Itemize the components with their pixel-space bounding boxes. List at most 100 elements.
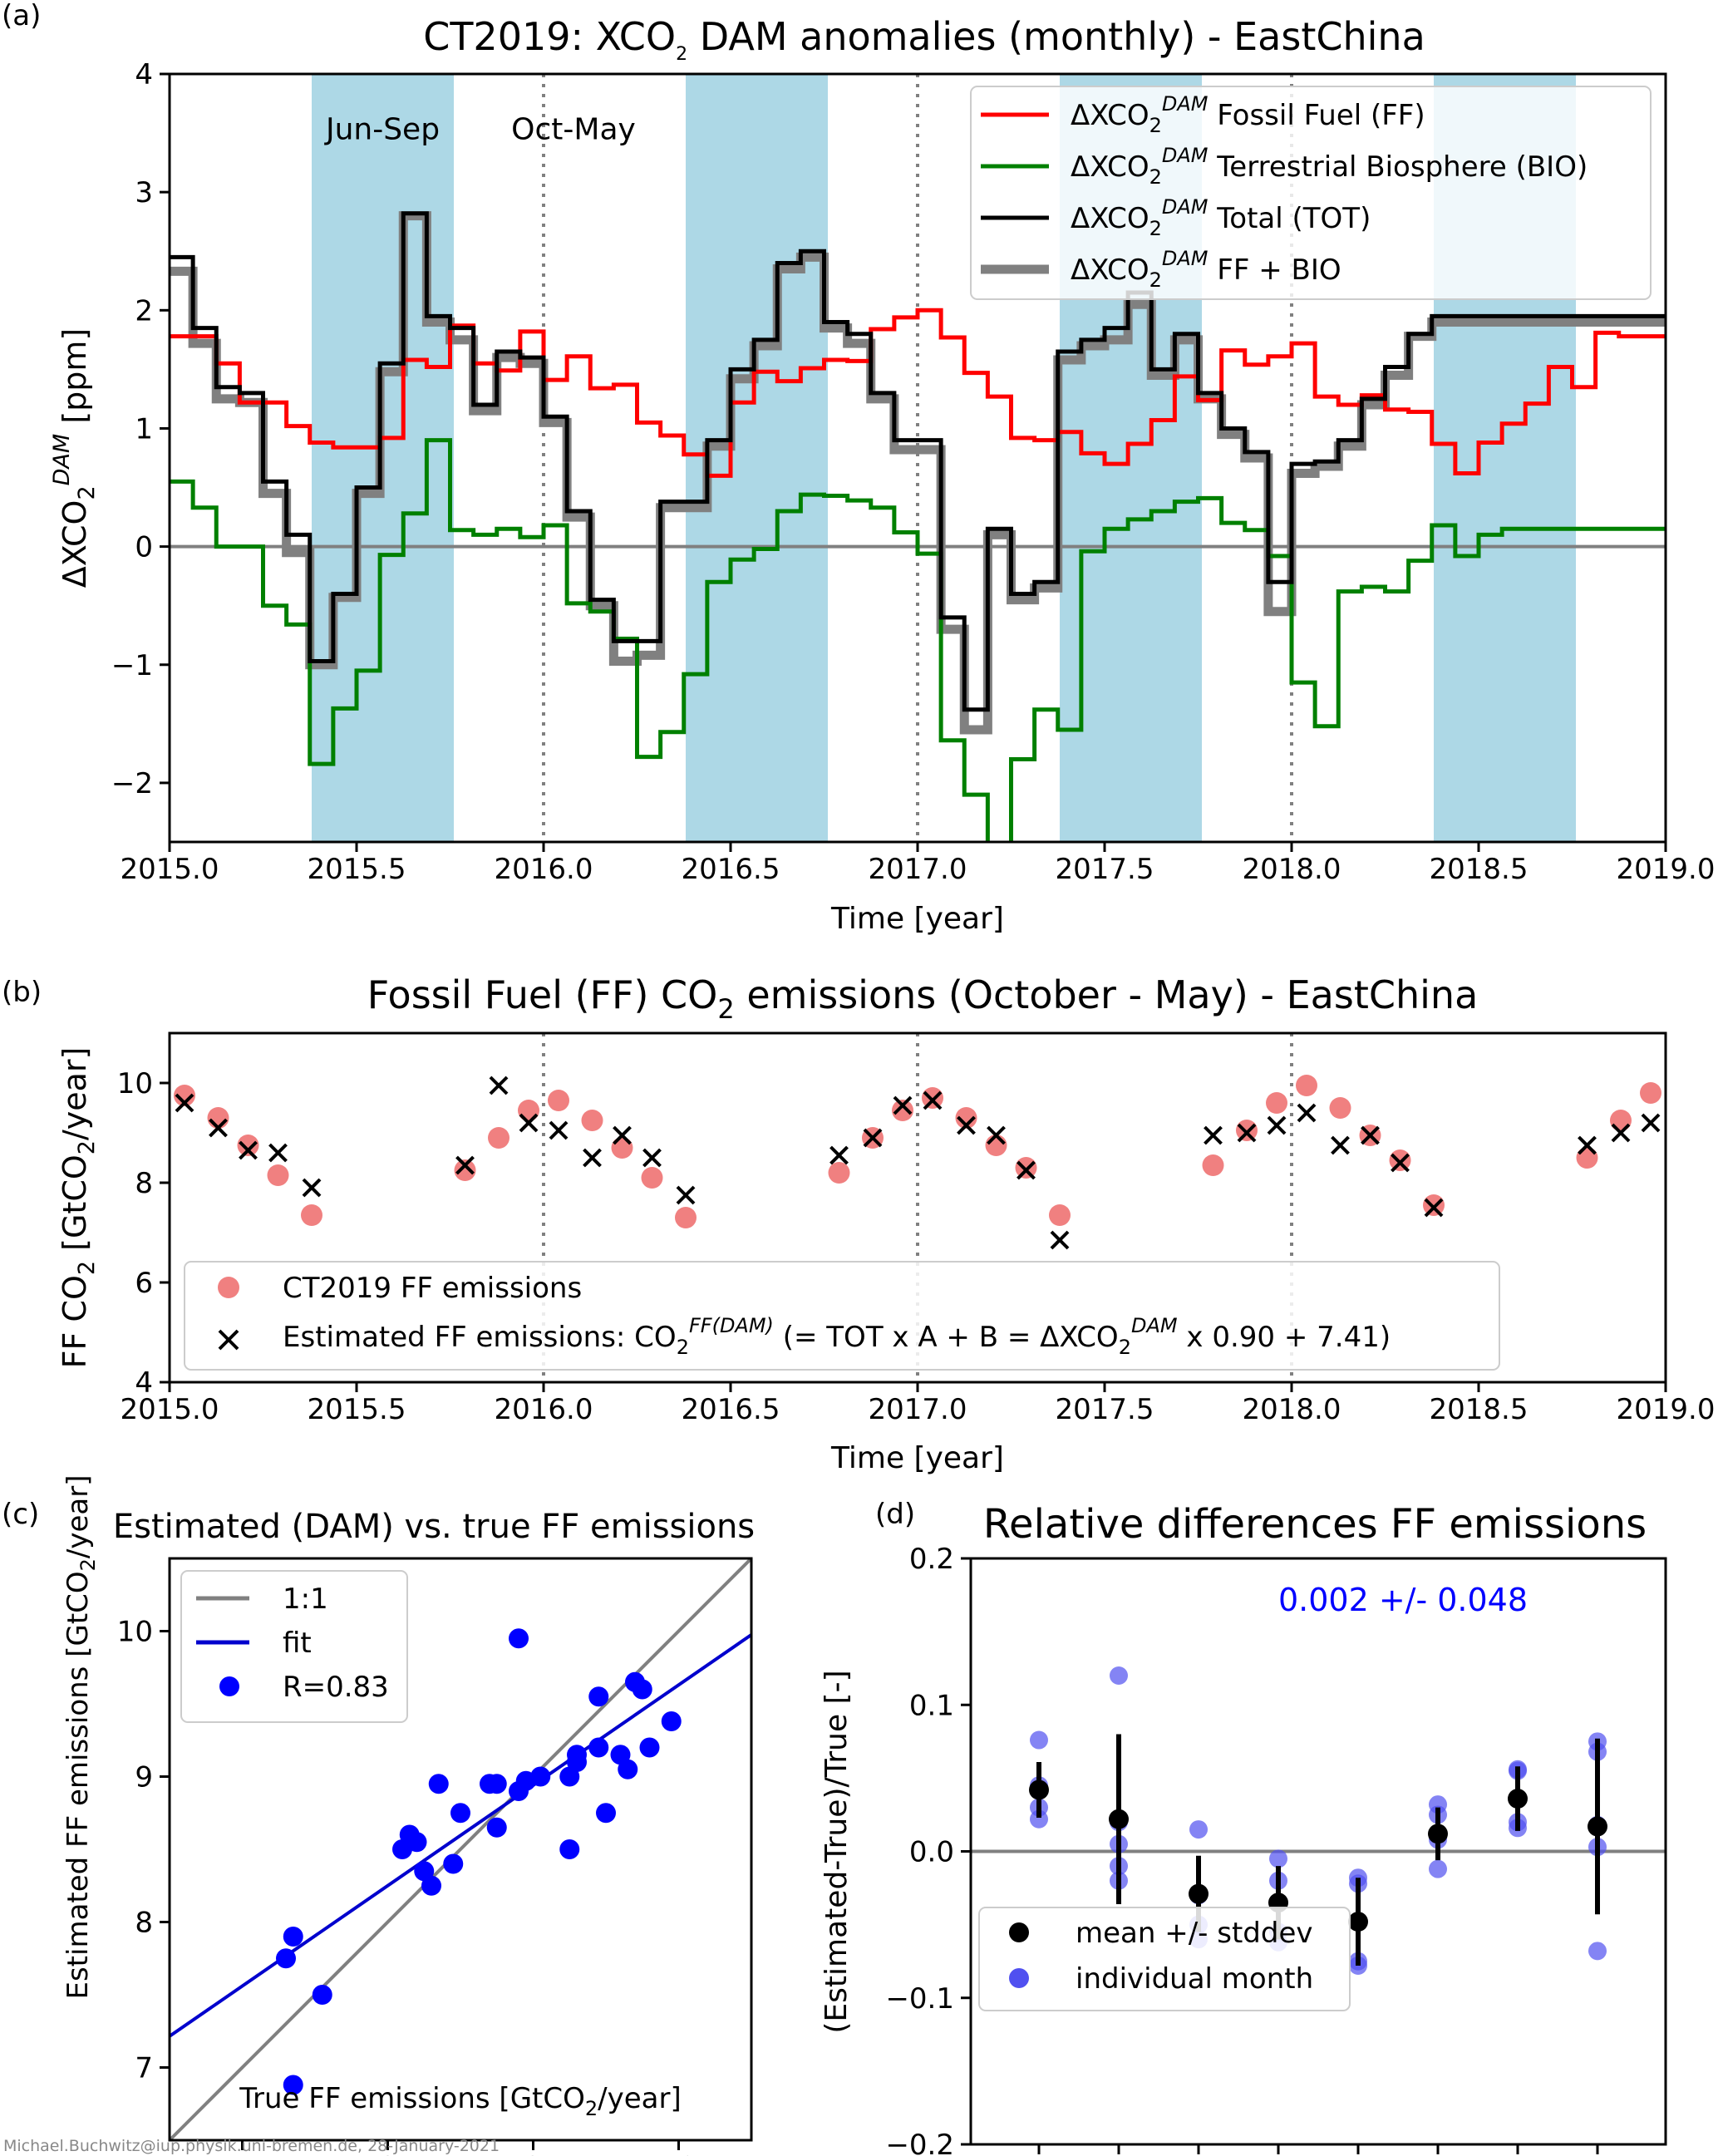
panel-a-y-axis: −2 −1 0 1 2 3 4 [111, 58, 170, 800]
ct2019-point [892, 1100, 913, 1121]
y-tick-label: 6 [135, 1267, 153, 1300]
y-tick-label: −2 [111, 767, 153, 800]
panel-d-tag: (d) [875, 1498, 915, 1531]
x-tick-label: 2018.0 [1243, 853, 1341, 886]
comparison-point [421, 1875, 441, 1896]
y-tick-label: 7 [135, 2052, 153, 2085]
panel-b-legend-circle [218, 1277, 239, 1298]
ct2019-point [1266, 1092, 1287, 1114]
estimated-point [829, 1145, 849, 1165]
legend-label-sup: DAM [1162, 144, 1209, 167]
estimated-point [175, 1093, 194, 1113]
ct2019-point [1202, 1154, 1224, 1176]
estimated-point [519, 1113, 539, 1133]
comparison-point [428, 1774, 449, 1794]
panel-a-ylabel: ΔXCO2DAM [ppm] [49, 328, 100, 588]
panel-b-y-axis: 4 6 8 10 [117, 1067, 170, 1400]
panel-b-tag: (b) [2, 976, 42, 1009]
ct2019-point [267, 1164, 289, 1186]
y-tick-label: 3 [135, 176, 153, 209]
legend-label-sup: DAM [1162, 195, 1209, 219]
panel-b-legend-x [218, 1329, 239, 1351]
mean-point [1348, 1912, 1368, 1932]
comparison-point [588, 1686, 609, 1707]
y-tick-label: −0.1 [885, 1982, 954, 2016]
comparison-point [406, 1832, 427, 1853]
comparison-point [486, 1817, 507, 1838]
estimated-point-stroke [676, 1185, 696, 1205]
ct2019-point [1576, 1147, 1598, 1169]
estimated-point-stroke [175, 1093, 194, 1113]
y-tick-label: 2 [135, 294, 153, 327]
x-tick-label: 2016.5 [682, 853, 780, 886]
panel-c-tag: (c) [2, 1498, 39, 1531]
panel-c-lines [168, 1557, 753, 2142]
ct2019-point [1610, 1110, 1632, 1131]
y-tick-label: 8 [135, 1167, 153, 1200]
ct2019-point [828, 1162, 850, 1184]
legend-label-part: ΔXCO [1071, 202, 1149, 235]
legend-label-sub: 2 [1149, 217, 1162, 240]
y-tick-label: 4 [135, 58, 153, 91]
estimated-point [863, 1128, 883, 1148]
x-tick-label: 2017.5 [1056, 853, 1154, 886]
ct2019-point [581, 1110, 603, 1131]
x-tick-label: 2018.5 [1430, 1393, 1528, 1426]
estimated-point [1611, 1123, 1631, 1143]
legend-label: ΔXCO2DAM Terrestrial Biosphere (BIO) [1071, 144, 1588, 189]
panel-b: Fossil Fuel (FF) CO2 emissions (October … [57, 972, 1715, 1475]
estimated-point [1297, 1103, 1317, 1123]
estimated-point-stroke [1611, 1123, 1631, 1143]
comparison-point [443, 1853, 464, 1874]
estimated-point-stroke [1204, 1125, 1223, 1145]
comparison-point [625, 1671, 645, 1692]
panel-a-year-lines [542, 74, 1293, 842]
legend-label-part: Total (TOT) [1208, 202, 1371, 235]
ct2019-point [1640, 1082, 1661, 1104]
panel-c-legend-11: 1:1 [283, 1583, 328, 1616]
individual-month-point [1110, 1666, 1128, 1685]
x-tick-label: 2019.0 [1617, 1393, 1716, 1426]
x-tick-label: 2019.0 [1617, 853, 1716, 886]
x-tick-label: 2016.0 [495, 1393, 593, 1426]
panel-c-y-axis: 7 8 9 10 [117, 1616, 170, 2085]
panel-b-xlabel: Time [year] [830, 1441, 1004, 1475]
estimated-point-stroke [613, 1125, 632, 1145]
panel-b-ylabel: FF CO2 [GtCO2/year] [57, 1047, 100, 1369]
footer-credit: Michael.Buchwitz@iup.physik.uni-bremen.d… [3, 2137, 500, 2155]
period-label: Jun-Sep [324, 113, 440, 147]
ct2019-point [985, 1135, 1007, 1156]
individual-month-point [1030, 1730, 1048, 1750]
estimated-point-stroke [642, 1148, 662, 1168]
estimated-point-stroke [893, 1095, 913, 1115]
mean-point [1029, 1779, 1049, 1800]
ct2019-point [1329, 1097, 1351, 1119]
estimated-point-stroke [302, 1178, 322, 1198]
comparison-point [567, 1745, 587, 1765]
y-tick-label: 9 [135, 1761, 153, 1794]
estimated-point-stroke [549, 1120, 569, 1140]
y-tick-label: 4 [135, 1366, 153, 1400]
ct2019-point [641, 1167, 663, 1189]
y-tick-label: −0.2 [885, 2129, 954, 2156]
legend-label: ΔXCO2DAM FF + BIO [1071, 247, 1341, 292]
x-tick-label: 2017.0 [869, 1393, 967, 1426]
panel-b-x-axis: 2015.0 2015.5 2016.0 2016.5 2017.0 2017.5 2018… [121, 1382, 1716, 1426]
panel-d-title: Relative differences FF emissions [983, 1501, 1647, 1548]
estimated-point [893, 1095, 913, 1115]
estimated-point [239, 1140, 258, 1160]
ct2019-point [207, 1107, 229, 1129]
comparison-point [312, 1985, 332, 2005]
legend-label-part: Terrestrial Biosphere (BIO) [1208, 150, 1588, 184]
comparison-point [588, 1737, 609, 1758]
x-tick-label: 2017.5 [1056, 1393, 1154, 1426]
comparison-point [509, 1628, 529, 1649]
mean-point [1109, 1809, 1129, 1829]
panel-c-legend-dot [219, 1676, 239, 1696]
estimated-point [1331, 1135, 1350, 1155]
estimated-point-stroke [489, 1076, 509, 1095]
y-tick-label: 10 [117, 1616, 153, 1649]
estimated-point-stroke [209, 1118, 228, 1138]
panel-d-legend-mean-dot [1009, 1922, 1029, 1942]
comparison-point [450, 1803, 470, 1824]
